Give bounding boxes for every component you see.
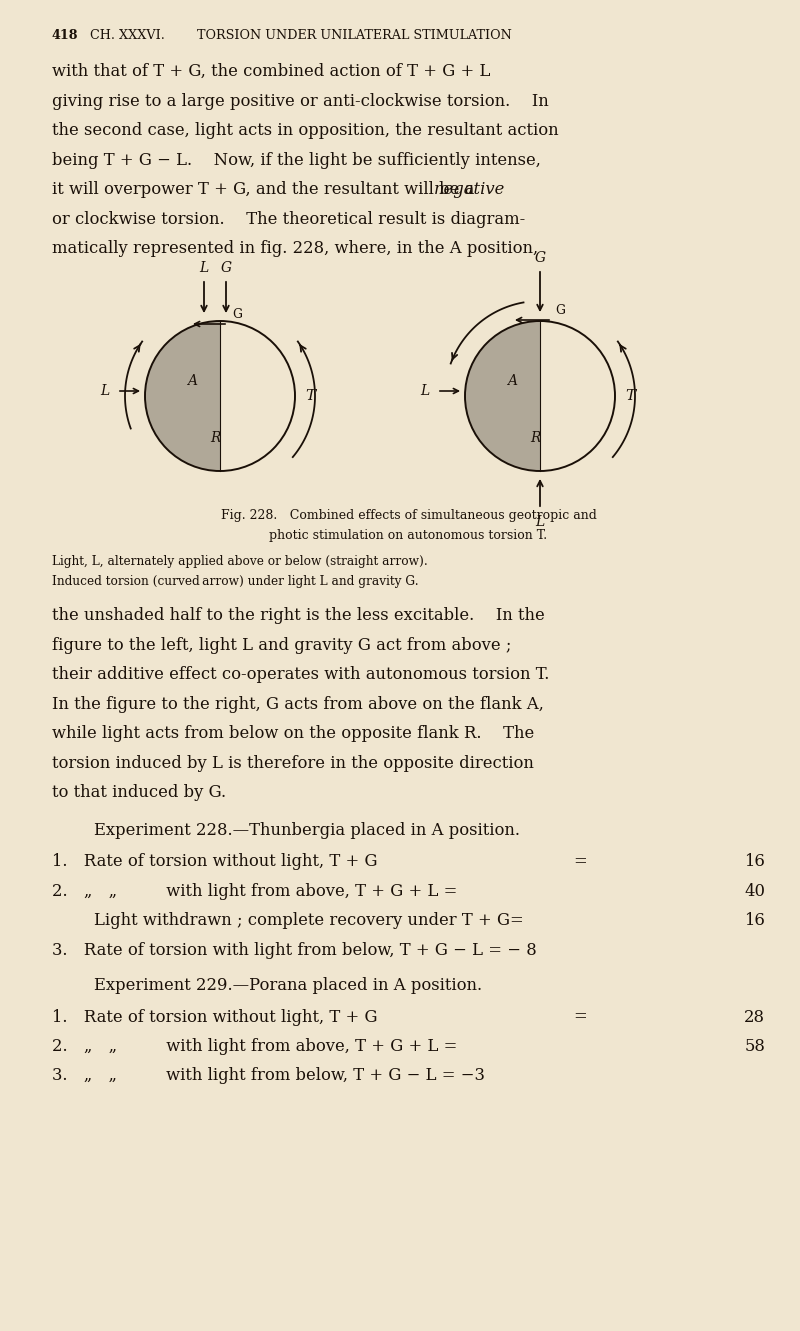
Text: photic stimulation on autonomous torsion T.: photic stimulation on autonomous torsion… bbox=[270, 528, 547, 542]
Text: Induced torsion (curved arrow) under light L and gravity G.: Induced torsion (curved arrow) under lig… bbox=[52, 575, 418, 588]
Text: G: G bbox=[221, 261, 231, 276]
Text: T: T bbox=[625, 389, 635, 403]
Text: A: A bbox=[507, 374, 517, 389]
Text: R: R bbox=[210, 431, 220, 445]
Text: Experiment 229.—Porana placed in A position.: Experiment 229.—Porana placed in A posit… bbox=[94, 977, 482, 994]
Text: 3. „ „   with light from below, T + G − L = −3: 3. „ „ with light from below, T + G − L … bbox=[52, 1067, 485, 1085]
Text: 3. Rate of torsion with light from below, T + G − L = − 8: 3. Rate of torsion with light from below… bbox=[52, 941, 537, 958]
Text: 58: 58 bbox=[744, 1038, 765, 1055]
Text: the second case, light acts in opposition, the resultant action: the second case, light acts in oppositio… bbox=[52, 122, 558, 138]
Text: =: = bbox=[573, 1009, 587, 1025]
Text: In the figure to the right, G acts from above on the flank A,: In the figure to the right, G acts from … bbox=[52, 696, 544, 712]
Text: while light acts from below on the opposite flank R.  The: while light acts from below on the oppos… bbox=[52, 725, 534, 741]
Text: =: = bbox=[573, 853, 587, 870]
Wedge shape bbox=[220, 321, 295, 471]
Text: T: T bbox=[305, 389, 315, 403]
Wedge shape bbox=[465, 321, 540, 471]
Text: 1. Rate of torsion without light, T + G: 1. Rate of torsion without light, T + G bbox=[52, 853, 378, 870]
Text: their additive effect co-operates with autonomous torsion T.: their additive effect co-operates with a… bbox=[52, 666, 550, 683]
Text: G: G bbox=[232, 307, 242, 321]
Text: L: L bbox=[100, 385, 109, 398]
Text: 2. „ „   with light from above, T + G + L =: 2. „ „ with light from above, T + G + L … bbox=[52, 1038, 458, 1055]
Text: torsion induced by L is therefore in the opposite direction: torsion induced by L is therefore in the… bbox=[52, 755, 534, 772]
Text: R: R bbox=[530, 431, 540, 445]
Wedge shape bbox=[145, 321, 220, 471]
Text: A: A bbox=[187, 374, 197, 389]
Text: Light withdrawn ; complete recovery under T + G=: Light withdrawn ; complete recovery unde… bbox=[94, 912, 524, 929]
Text: Fig. 228. Combined effects of simultaneous geotropic and: Fig. 228. Combined effects of simultaneo… bbox=[221, 508, 597, 522]
Text: the unshaded half to the right is the less excitable.  In the: the unshaded half to the right is the le… bbox=[52, 607, 545, 624]
Text: 16: 16 bbox=[744, 853, 765, 870]
Text: 40: 40 bbox=[744, 882, 765, 900]
Text: 418: 418 bbox=[52, 29, 78, 43]
Text: matically represented in fig. 228, where, in the A position,: matically represented in fig. 228, where… bbox=[52, 240, 538, 257]
Text: being T + G − L.  Now, if the light be sufficiently intense,: being T + G − L. Now, if the light be su… bbox=[52, 152, 541, 169]
Text: to that induced by G.: to that induced by G. bbox=[52, 784, 226, 801]
Text: L: L bbox=[199, 261, 209, 276]
Text: 1. Rate of torsion without light, T + G: 1. Rate of torsion without light, T + G bbox=[52, 1009, 378, 1025]
Text: negative: negative bbox=[434, 181, 505, 198]
Text: 28: 28 bbox=[744, 1009, 765, 1025]
Text: Light, L, alternately applied above or below (straight arrow).: Light, L, alternately applied above or b… bbox=[52, 555, 428, 568]
Text: it will overpower T + G, and the resultant will be a: it will overpower T + G, and the resulta… bbox=[52, 181, 480, 198]
Text: G: G bbox=[555, 303, 565, 317]
Text: L: L bbox=[420, 385, 429, 398]
Text: 16: 16 bbox=[744, 912, 765, 929]
Text: figure to the left, light L and gravity G act from above ;: figure to the left, light L and gravity … bbox=[52, 636, 511, 654]
Text: TORSION UNDER UNILATERAL STIMULATION: TORSION UNDER UNILATERAL STIMULATION bbox=[197, 29, 512, 43]
Text: Experiment 228.—Thunbergia placed in A position.: Experiment 228.—Thunbergia placed in A p… bbox=[94, 821, 520, 839]
Text: CH. XXXVI.: CH. XXXVI. bbox=[90, 29, 165, 43]
Text: with that of T + G, the combined action of T + G + L: with that of T + G, the combined action … bbox=[52, 63, 490, 80]
Text: giving rise to a large positive or anti-clockwise torsion.  In: giving rise to a large positive or anti-… bbox=[52, 92, 549, 109]
Text: L: L bbox=[535, 515, 545, 528]
Wedge shape bbox=[540, 321, 615, 471]
Text: or clockwise torsion.  The theoretical result is diagram-: or clockwise torsion. The theoretical re… bbox=[52, 210, 526, 228]
Text: 2. „ „   with light from above, T + G + L =: 2. „ „ with light from above, T + G + L … bbox=[52, 882, 458, 900]
Text: G: G bbox=[534, 252, 546, 265]
